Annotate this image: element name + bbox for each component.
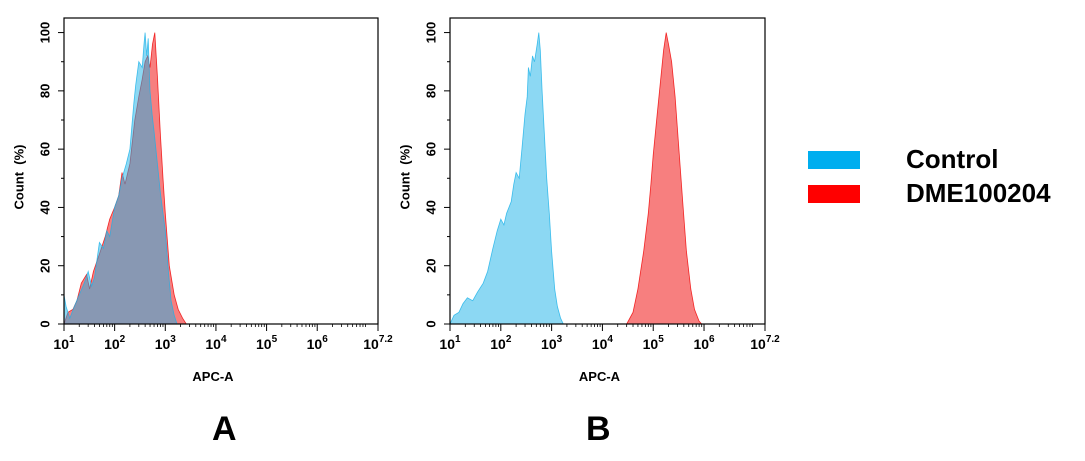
y-tick-label: 80 <box>423 84 438 98</box>
x-tick-label: 101 <box>53 334 75 352</box>
x-tick-label: 103 <box>155 334 177 352</box>
y-tick-label: 20 <box>423 258 438 272</box>
x-tick-label: 104 <box>205 334 227 352</box>
x-tick-label: 102 <box>490 334 512 352</box>
legend-swatch-dme100204 <box>808 185 860 203</box>
y-tick-label: 0 <box>37 320 52 327</box>
x-tick-label: 107.2 <box>363 334 393 352</box>
x-tick-label: 105 <box>643 334 665 352</box>
x-tick-label: 107.2 <box>750 334 780 352</box>
histogram-control-panel-a <box>63 32 178 325</box>
y-tick-label: 0 <box>423 320 438 327</box>
legend-label-control: Control <box>906 144 999 174</box>
legend-swatch-control <box>808 151 860 169</box>
y-tick-label: 60 <box>423 142 438 156</box>
plot-frame <box>449 17 766 325</box>
y-tick-label: 60 <box>37 142 52 156</box>
y-tick-label: 100 <box>37 22 52 44</box>
y-tick-label: 80 <box>37 84 52 98</box>
y-tick-label: 40 <box>37 200 52 214</box>
histogram-panel-b: 101 102 103 104 105 106 107.2 0 20 40 60 80 100 APC-A… <box>397 17 780 384</box>
x-tick-label: 102 <box>104 334 126 352</box>
x-tick-label: 106 <box>307 334 329 352</box>
x-tick-label: 104 <box>592 334 614 352</box>
plot-frame <box>63 17 379 325</box>
panel-label-b: B <box>586 410 611 448</box>
x-axis-label: APC-A <box>579 369 621 384</box>
panel-label-a: A <box>212 410 237 448</box>
histogram-panel-a: 101 102 103 104 105 106 107.2 0 20 40 60 80 100 APC-A… <box>11 17 393 384</box>
y-tick-label: 100 <box>423 22 438 44</box>
x-axis-label: APC-A <box>192 369 234 384</box>
y-tick-label: 20 <box>37 258 52 272</box>
x-tick-label: 105 <box>256 334 278 352</box>
y-axis-label: Count (%) <box>11 145 26 210</box>
x-tick-label: 101 <box>439 334 461 352</box>
histogram-control-panel-b <box>449 32 564 325</box>
x-tick-label: 106 <box>693 334 715 352</box>
y-axis-label: Count (%) <box>397 145 412 210</box>
histogram-dme100204-panel-b <box>626 32 703 325</box>
legend-label-dme100204: DME100204 <box>906 178 1051 208</box>
x-tick-label: 103 <box>541 334 563 352</box>
y-tick-label: 40 <box>423 200 438 214</box>
